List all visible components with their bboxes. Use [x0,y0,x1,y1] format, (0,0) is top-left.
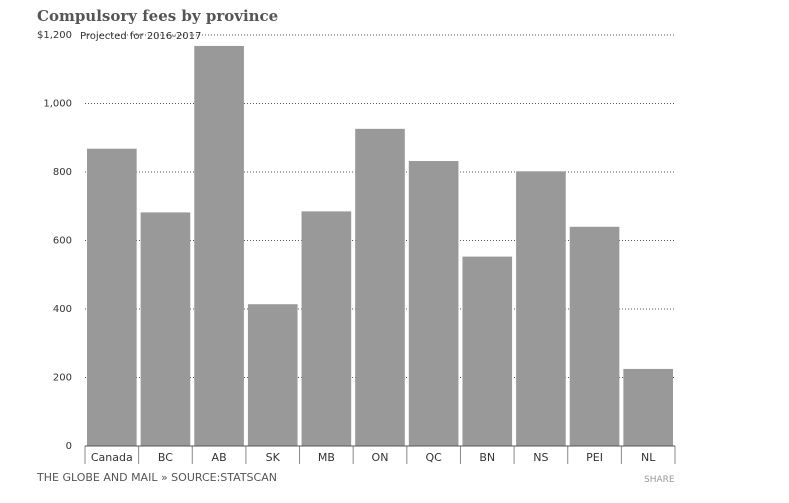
source-credit: THE GLOBE AND MAIL » SOURCE:STATSCAN [37,471,277,484]
x-tick-label: QC [425,451,442,464]
bar-on [355,128,405,446]
bar-qc [408,161,459,447]
x-tick-label: Canada [91,451,133,464]
bars [87,45,673,447]
x-tick-label: MB [318,451,335,464]
y-axis-ticks: 0 200 400 600 800 1,000 $1,200 [37,30,72,452]
x-tick-label: NL [641,451,656,464]
x-axis: Canada BC AB SK MB ON QC BN NS PEI NL [84,445,676,464]
y-tick-label: 1,000 [43,99,72,110]
bar-pei [569,226,620,446]
y-tick-label: 400 [53,304,72,315]
bar-canada [87,148,137,446]
bar-bc [140,212,191,446]
bar-mb [301,211,352,446]
x-tick-label: PEI [586,451,603,464]
chart-title: Compulsory fees by province [37,7,279,25]
y-tick-label: 0 [66,441,72,452]
x-tick-label: AB [212,451,227,464]
bar-ab [194,45,244,447]
bar-sk [247,304,298,446]
y-tick-label: $1,200 [37,30,72,41]
x-tick-label: SK [266,451,281,464]
bar-ns [516,171,566,446]
chart-subtitle: Projected for 2016-2017 [80,31,201,42]
bar-bn [462,256,513,446]
x-tick-label: BN [479,451,495,464]
x-tick-label: BC [158,451,173,464]
y-tick-label: 800 [53,167,72,178]
x-tick-label: ON [372,451,389,464]
share-link[interactable]: SHARE [644,475,675,485]
bar-chart: 0 200 400 600 800 1,000 $1,200 Projected for 2… [37,30,676,464]
x-tick-label: NS [533,451,548,464]
y-tick-label: 200 [53,373,72,384]
y-tick-label: 600 [53,236,72,247]
bar-nl [623,368,673,446]
